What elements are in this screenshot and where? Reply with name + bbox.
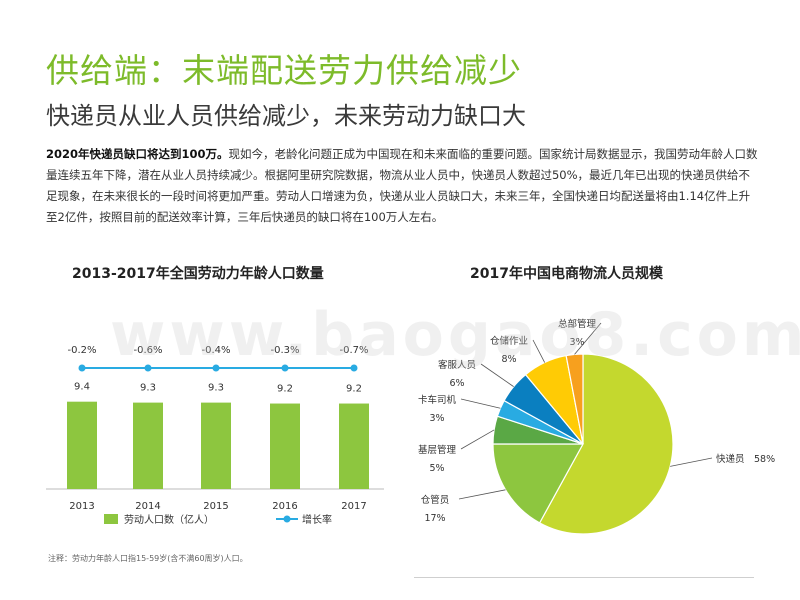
footnote: 注释：劳动力年龄人口指15-59岁(含不满60周岁)人口。 [48, 554, 248, 563]
bar-value-label: 9.4 [74, 382, 90, 393]
growth-rate-point [350, 364, 358, 372]
pie-label-name: 卡车司机 [418, 394, 457, 406]
growth-rate-point [281, 364, 289, 372]
x-tick-label: 2017 [341, 501, 366, 512]
pie-label-name: 基层管理 [418, 444, 457, 456]
pie-label-name: 总部管理 [558, 318, 597, 330]
legend-bar-label: 劳动人口数（亿人） [124, 513, 214, 526]
pie-label-pct: 5% [429, 463, 444, 474]
pie-chart-title: 2017年中国电商物流人员规模 [470, 266, 663, 282]
pie-leader-line [480, 363, 514, 387]
footer-divider [414, 577, 754, 578]
pie-label-pct: 58% [754, 454, 775, 465]
pie-label-pct: 3% [569, 337, 584, 348]
x-tick-label: 2013 [69, 501, 94, 512]
bar-chart-title: 2013-2017年全国劳动力年龄人口数量 [72, 266, 324, 282]
pie-label-name: 客服人员 [438, 359, 476, 371]
growth-rate-label: -0.4% [201, 345, 230, 356]
growth-rate-label: -0.6% [133, 345, 162, 356]
pie-label-name: 仓管员 [421, 494, 450, 506]
growth-rate-label: -0.2% [67, 345, 96, 356]
bar-2013 [67, 401, 97, 489]
bar-2015 [201, 402, 231, 489]
bar-value-label: 9.2 [277, 384, 293, 395]
pie-leader-line [460, 429, 495, 450]
x-tick-label: 2014 [135, 501, 160, 512]
pie-label-name: 快递员 [716, 453, 745, 465]
growth-rate-point [212, 364, 220, 372]
growth-rate-label: -0.3% [270, 345, 299, 356]
bar-value-label: 9.3 [140, 383, 156, 394]
pie-leader-line [458, 489, 506, 500]
growth-rate-label: -0.7% [339, 345, 368, 356]
pie-label-pct: 6% [449, 378, 464, 389]
bar-value-label: 9.2 [346, 384, 362, 395]
bar-2017 [339, 403, 369, 489]
pie-leader-line [532, 339, 546, 363]
intro-text: 现如今，老龄化问题正成为中国现在和未来面临的重要问题。国家统计局数据显示，我国劳… [46, 147, 758, 224]
pie-label-pct: 8% [501, 354, 516, 365]
intro-paragraph: 2020年快递员缺口将达到100万。现如今，老龄化问题正成为中国现在和未来面临的… [46, 144, 758, 228]
legend-line-marker [283, 515, 291, 523]
pie-label-pct: 3% [429, 413, 444, 424]
page-title: 供给端：末端配送劳力供给减少 [46, 51, 522, 90]
legend-bar-swatch [104, 514, 118, 524]
growth-rate-point [144, 364, 152, 372]
pie-slice-1 [492, 443, 585, 524]
intro-highlight: 2020年快递员缺口将达到100万。 [46, 147, 229, 161]
legend-line-label: 增长率 [302, 513, 332, 526]
bar-2016 [270, 403, 300, 489]
x-tick-label: 2015 [203, 501, 228, 512]
pie-slice-0 [538, 353, 674, 535]
pie-label-name: 仓储作业 [490, 335, 528, 347]
bar-value-label: 9.3 [208, 383, 224, 394]
pie-label-pct: 17% [424, 513, 445, 524]
pie-leader-line [460, 398, 501, 409]
growth-rate-point [78, 364, 86, 372]
page-subtitle: 快递员从业人员供给减少，未来劳动力缺口大 [46, 102, 526, 130]
bar-2014 [133, 402, 163, 489]
watermark: www.baogao8.com [110, 300, 800, 370]
x-tick-label: 2016 [272, 501, 297, 512]
pie-leader-line [670, 457, 713, 467]
pie-leader-line [574, 322, 602, 355]
